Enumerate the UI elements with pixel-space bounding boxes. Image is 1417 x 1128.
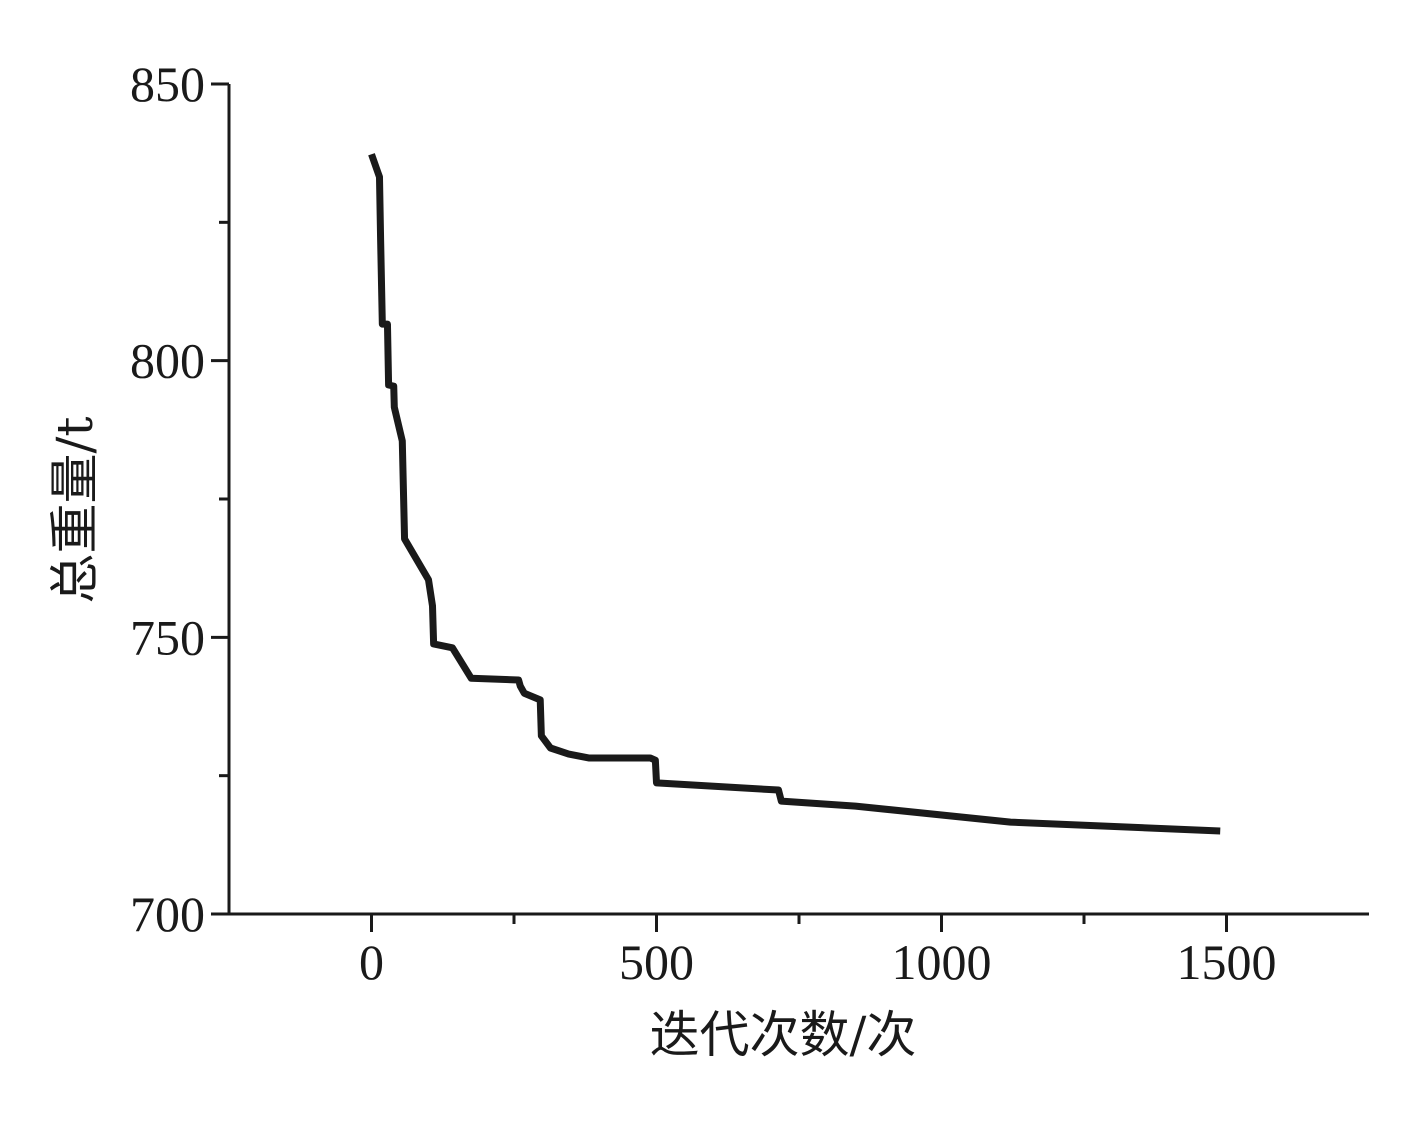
y-tick-label: 850: [130, 56, 205, 112]
y-tick-label: 750: [130, 609, 205, 665]
y-axis-label: 总重量/t: [46, 417, 104, 604]
x-tick-label: 1500: [1177, 934, 1277, 990]
x-axis-label: 迭代次数/次: [650, 1006, 917, 1064]
x-tick-label: 1000: [892, 934, 992, 990]
y-tick-label: 700: [130, 886, 205, 942]
line: [368, 153, 1221, 835]
y-tick-label: 800: [130, 333, 205, 389]
x-tick-label: 0: [359, 934, 384, 990]
x-tick-label: 500: [619, 934, 694, 990]
